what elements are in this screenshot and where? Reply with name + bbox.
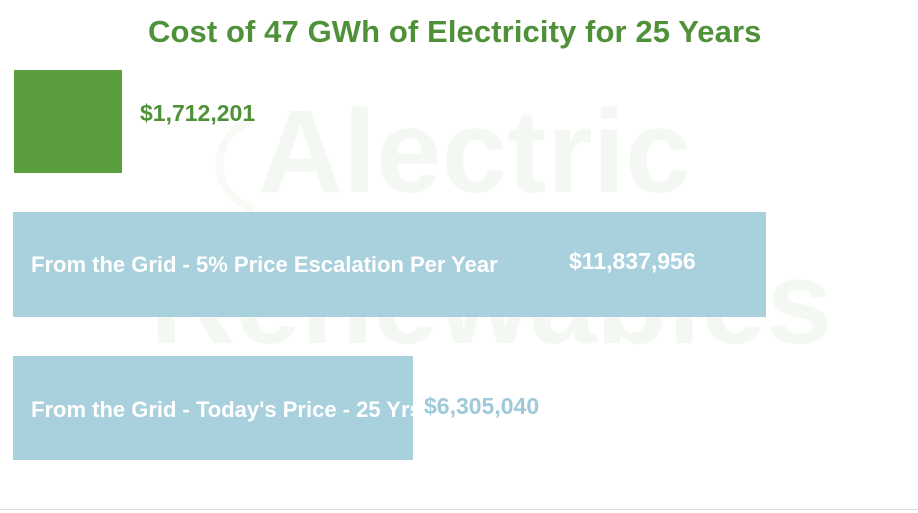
svg-text:Alectric: Alectric	[258, 86, 691, 218]
